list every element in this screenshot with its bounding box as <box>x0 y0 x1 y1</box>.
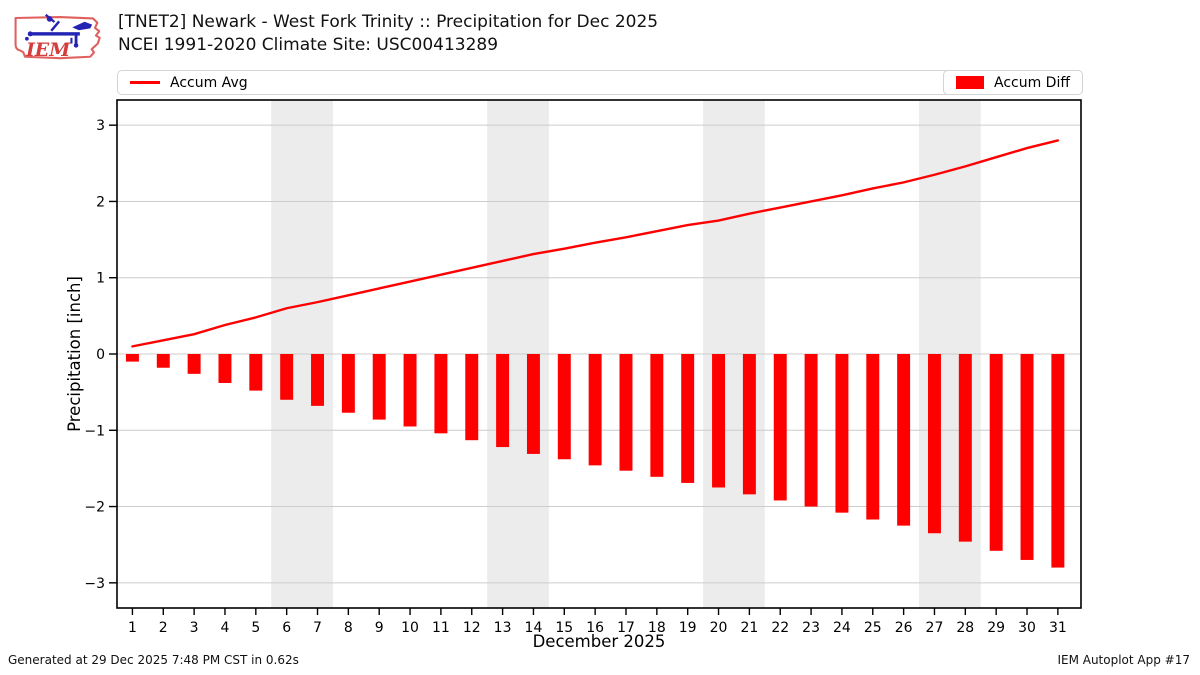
weather-vane-icon <box>25 13 93 48</box>
accum-diff-bar <box>125 354 139 362</box>
iem-logo: IEM <box>14 13 101 61</box>
y-tick-label: 0 <box>96 347 105 363</box>
accum-diff-bar <box>218 354 232 383</box>
accum-diff-bar <box>897 354 911 526</box>
accum-diff-bar <box>526 354 540 454</box>
y-tick-label: −1 <box>84 423 105 439</box>
accum-diff-bar <box>1020 354 1034 560</box>
accum-diff-bar <box>835 354 849 513</box>
x-tick-label: 25 <box>864 620 882 636</box>
accum-diff-bar <box>403 354 417 427</box>
accum-diff-bar <box>156 354 170 368</box>
iem-logo-text: IEM <box>25 39 71 61</box>
accum-diff-bar-swatch <box>955 76 984 89</box>
accum-diff-bar <box>927 354 941 534</box>
x-tick-label: 6 <box>282 620 291 636</box>
x-tick-label: 18 <box>648 620 666 636</box>
accum-diff-bar <box>280 354 294 400</box>
accum-diff-bar <box>249 354 263 391</box>
x-tick-label: 17 <box>617 620 635 636</box>
accum-diff-bar <box>773 354 787 501</box>
x-tick-label: 26 <box>895 620 913 636</box>
accum-avg-line-swatch <box>130 81 160 84</box>
x-axis-label: December 2025 <box>533 632 666 651</box>
x-tick-label: 5 <box>251 620 260 636</box>
x-tick-label: 9 <box>375 620 384 636</box>
x-tick-label: 31 <box>1049 620 1067 636</box>
x-tick-label: 27 <box>926 620 944 636</box>
accum-diff-bar <box>712 354 726 488</box>
accum-diff-bar <box>434 354 448 434</box>
x-tick-label: 15 <box>555 620 573 636</box>
accum-diff-bar <box>681 354 695 483</box>
accum-diff-bar <box>341 354 355 413</box>
accum-diff-bar <box>588 354 602 466</box>
x-tick-label: 20 <box>710 620 728 636</box>
title-block: [TNET2] Newark - West Fork Trinity :: Pr… <box>118 11 658 57</box>
x-tick-label: 16 <box>586 620 604 636</box>
accum-avg-label: Accum Avg <box>170 74 248 91</box>
accum-diff-bar <box>1051 354 1065 568</box>
accum-diff-bar <box>465 354 479 441</box>
accum-diff-bar <box>958 354 972 542</box>
y-tick-label: 1 <box>96 271 105 287</box>
y-tick-label: 3 <box>96 118 105 134</box>
x-tick-label: 21 <box>740 620 758 636</box>
x-tick-label: 10 <box>401 620 419 636</box>
accum-diff-bar <box>311 354 324 406</box>
x-tick-label: 13 <box>494 620 512 636</box>
accum-diff-bar <box>619 354 633 471</box>
y-tick-label: −3 <box>84 576 105 592</box>
accum-diff-bar <box>650 354 664 477</box>
x-tick-label: 3 <box>190 620 199 636</box>
x-tick-label: 4 <box>221 620 230 636</box>
accum-diff-bar <box>372 354 386 420</box>
legend: Accum Avg Accum Diff <box>117 70 1083 95</box>
x-tick-label: 7 <box>313 620 322 636</box>
x-tick-label: 12 <box>463 620 481 636</box>
y-tick-label: −2 <box>84 500 105 516</box>
accum-diff-label: Accum Diff <box>993 74 1070 91</box>
accum-diff-bar <box>989 354 1003 551</box>
legend-item-accum-avg: Accum Avg <box>118 75 248 91</box>
accum-diff-bar <box>804 354 818 507</box>
x-tick-label: 30 <box>1018 620 1036 636</box>
y-tick-label: 2 <box>96 194 105 210</box>
chart-title: [TNET2] Newark - West Fork Trinity :: Pr… <box>118 12 659 32</box>
x-tick-label: 8 <box>344 620 353 636</box>
accum-diff-bar <box>866 354 880 520</box>
x-tick-label: 23 <box>802 620 820 636</box>
x-tick-label: 19 <box>679 620 697 636</box>
x-tick-label: 2 <box>159 620 168 636</box>
x-tick-label: 1 <box>128 620 137 636</box>
x-tick-label: 11 <box>432 620 450 636</box>
accum-diff-bar <box>742 354 756 495</box>
accum-diff-bar <box>187 354 201 374</box>
accum-diff-bar <box>496 354 510 448</box>
x-tick-label: 22 <box>771 620 789 636</box>
accum-diff-bar <box>557 354 571 460</box>
legend-item-accum-diff: Accum Diff <box>942 70 1083 95</box>
autoplot-app-ref: IEM Autoplot App #17 <box>1057 653 1190 667</box>
x-tick-label: 24 <box>833 620 851 636</box>
x-tick-label: 14 <box>525 620 543 636</box>
chart-subtitle: NCEI 1991-2020 Climate Site: USC00413289 <box>118 35 499 55</box>
generated-timestamp: Generated at 29 Dec 2025 7:48 PM CST in … <box>8 653 299 667</box>
y-axis-label: Precipitation [inch] <box>65 276 84 432</box>
accum-avg-line <box>131 139 1060 348</box>
x-tick-label: 29 <box>987 620 1005 636</box>
x-tick-label: 28 <box>956 620 974 636</box>
